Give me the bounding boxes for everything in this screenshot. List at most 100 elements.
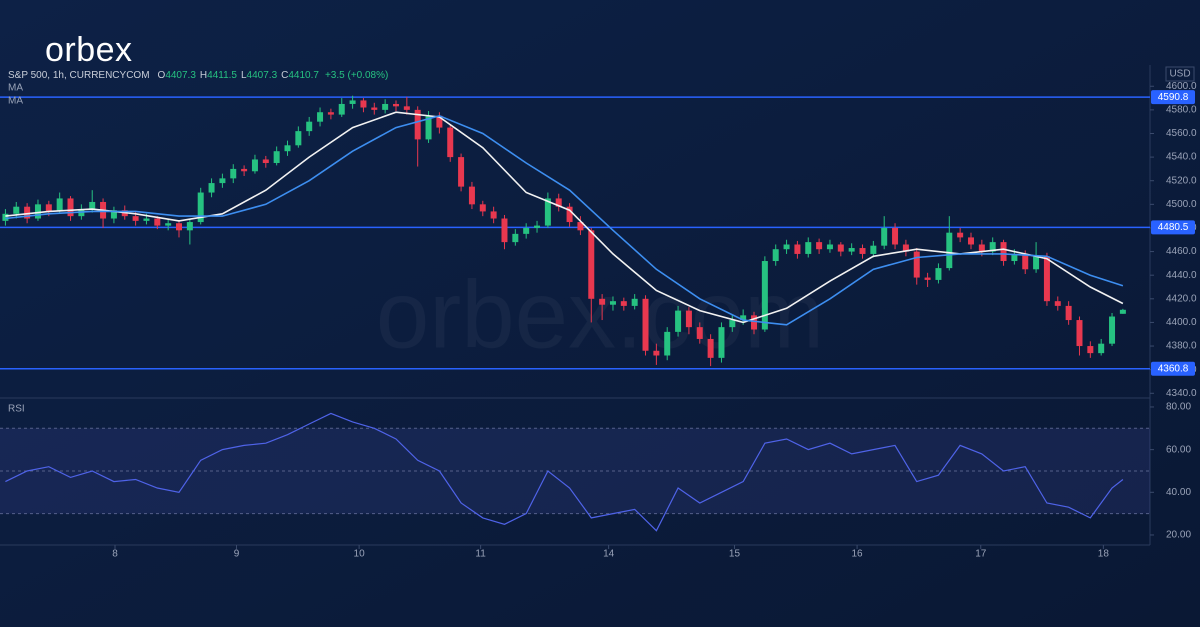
candle-body <box>577 222 584 231</box>
candle-body <box>458 157 465 187</box>
logo: orbex <box>45 31 133 69</box>
legend-label: MA <box>8 83 23 94</box>
candle-body <box>696 327 703 339</box>
candle-body <box>132 216 139 221</box>
candle-body <box>642 298 649 351</box>
level-label: 4360.8 <box>1158 363 1189 374</box>
x-tick-label: 16 <box>852 549 864 560</box>
candle-body <box>436 115 443 128</box>
candle-body <box>783 244 790 250</box>
candle-body <box>816 242 823 250</box>
header: S&P 500, 1h, CURRENCYCOM O4407.3 H4411.5 L4… <box>8 70 388 81</box>
candle-body <box>729 320 736 328</box>
candle-body <box>154 218 161 226</box>
candle-body <box>219 178 226 184</box>
candle-body <box>327 112 334 115</box>
x-tick-label: 11 <box>475 549 486 560</box>
candle-body <box>664 331 671 356</box>
candle-body <box>544 198 551 226</box>
y-tick-label: 4560.0 <box>1166 128 1197 139</box>
x-tick-label: 9 <box>234 549 240 560</box>
y-tick-label: 4460.0 <box>1166 246 1197 257</box>
candle-body <box>1098 343 1105 354</box>
candle-body <box>718 327 725 358</box>
candle-body <box>425 115 432 140</box>
ohlc-label: O <box>158 70 166 81</box>
candle-body <box>89 201 96 210</box>
candle-body <box>761 261 768 330</box>
candle-body <box>208 183 215 193</box>
candle-body <box>1076 320 1083 347</box>
candle-body <box>382 103 389 110</box>
candle-body <box>447 127 454 158</box>
candle-body <box>371 107 378 110</box>
candle-body <box>1065 305 1072 321</box>
candle-body <box>295 131 302 146</box>
candle-body <box>1119 309 1126 314</box>
y-tick-label: 20.00 <box>1166 530 1191 541</box>
y-tick-label: 60.00 <box>1166 444 1191 455</box>
candle-body <box>826 244 833 250</box>
candle-body <box>609 301 616 305</box>
candle-body <box>24 206 31 219</box>
candle-body <box>870 245 877 254</box>
candle-body <box>957 232 964 238</box>
y-tick-label: 80.00 <box>1166 402 1191 413</box>
candle-body <box>1054 301 1061 306</box>
candle-body <box>534 225 541 228</box>
candle-body <box>946 232 953 269</box>
candle-body <box>176 223 183 231</box>
level-label-box <box>1151 90 1195 105</box>
candle-body <box>566 206 573 223</box>
ohlc-value: 4407.3 <box>165 70 196 81</box>
ohlc-value: 4411.5 <box>207 70 237 81</box>
y-tick-label: 4520.0 <box>1166 175 1197 186</box>
rsi-band <box>0 428 1150 514</box>
candle-body <box>631 298 638 306</box>
candle-body <box>892 227 899 245</box>
ma-line <box>5 111 1124 324</box>
level-label: 4480.5 <box>1158 222 1189 233</box>
level-label: 4590.8 <box>1158 92 1189 103</box>
candle-body <box>392 103 399 107</box>
candle-body <box>403 106 410 110</box>
ohlc-label: C <box>281 70 288 81</box>
candle-body <box>1022 253 1029 270</box>
currency-box <box>1165 66 1195 82</box>
y-tick-label: 4580.0 <box>1166 105 1197 116</box>
candle-body <box>45 204 52 212</box>
candle-body <box>479 204 486 212</box>
x-tick-label: 18 <box>1098 549 1110 560</box>
candle-body <box>848 248 855 252</box>
candle-body <box>1087 346 1094 354</box>
x-tick-label: 14 <box>603 549 615 560</box>
x-tick-label: 8 <box>112 549 118 560</box>
candle-body <box>555 198 562 207</box>
candle-body <box>143 218 150 221</box>
candle-body <box>468 186 475 205</box>
level-label-box <box>1151 361 1195 376</box>
x-tick-label: 10 <box>354 549 366 560</box>
candle-body <box>186 222 193 231</box>
candle-body <box>859 248 866 254</box>
x-tick-label: 15 <box>729 549 741 560</box>
candle-body <box>165 223 172 226</box>
y-tick-label: 4340.0 <box>1166 388 1197 399</box>
change: +3.5 (+0.08%) <box>325 70 388 81</box>
legend-label: MA <box>8 96 23 107</box>
candle-body <box>588 230 595 299</box>
candle-body <box>338 103 345 115</box>
candle-body <box>230 168 237 179</box>
candle-body <box>501 218 508 243</box>
candle-body <box>414 109 421 140</box>
candle-body <box>251 159 258 172</box>
candle-body <box>284 145 291 152</box>
watermark: orbex.com <box>376 261 824 368</box>
candle-body <box>837 244 844 252</box>
candle-body <box>1043 256 1050 302</box>
symbol: S&P 500, 1h, CURRENCYCOM <box>8 70 150 81</box>
candle-body <box>1000 242 1007 262</box>
candle-body <box>967 237 974 245</box>
